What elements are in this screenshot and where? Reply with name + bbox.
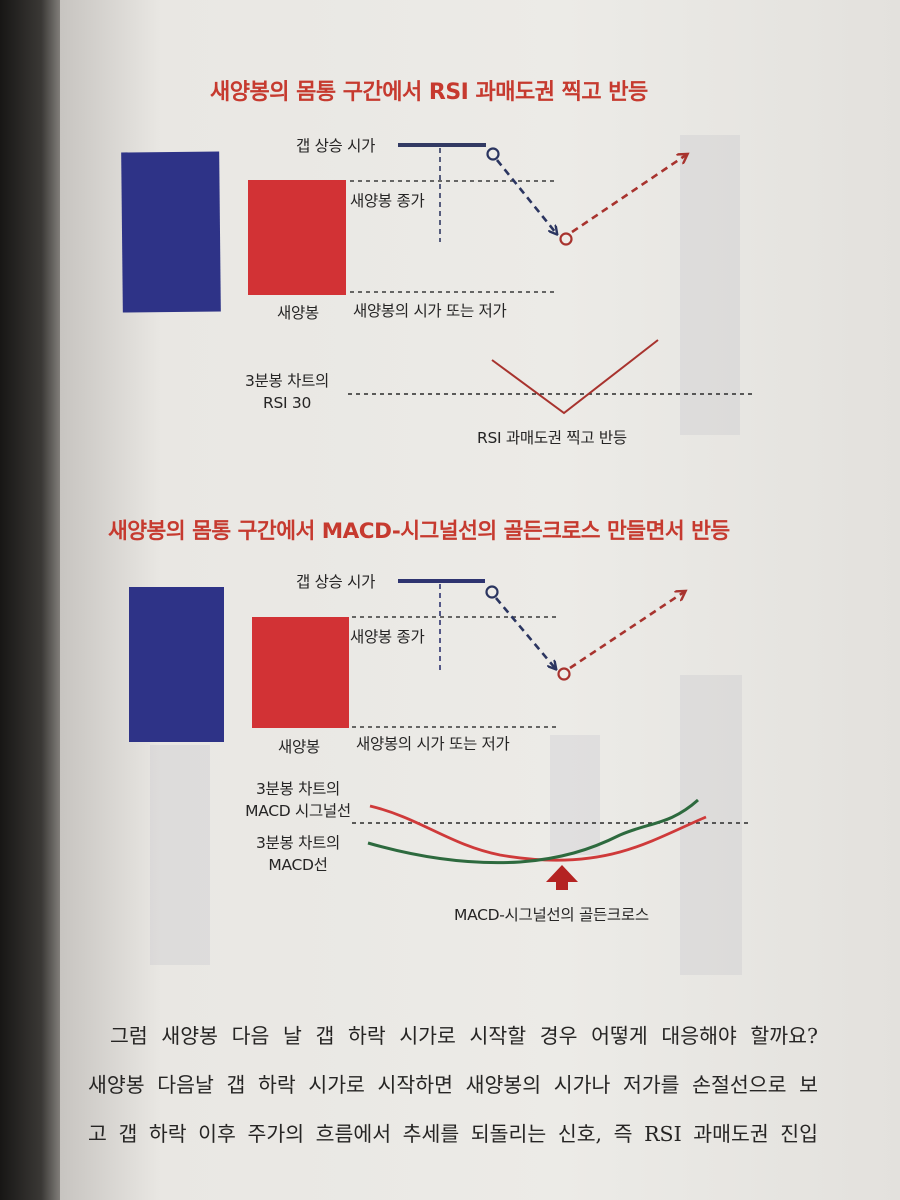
rsi-30-label: 3분봉 차트의 RSI 30 bbox=[245, 372, 329, 412]
gap-open-point bbox=[486, 147, 500, 161]
rebound-low-point bbox=[559, 232, 573, 246]
candle-label: 새양봉 bbox=[278, 738, 320, 756]
decline-arrow bbox=[495, 597, 555, 668]
golden-cross-label: MACD-시그널선의 골든크로스 bbox=[454, 906, 649, 924]
bleed-through-shape bbox=[550, 735, 600, 855]
figure2-title: 새양봉의 몸통 구간에서 MACD-시그널선의 골든크로스 만들면서 반등 bbox=[108, 519, 730, 544]
macd-line bbox=[367, 798, 699, 865]
gap-open-point bbox=[485, 585, 499, 599]
candle-label: 새양봉 bbox=[277, 304, 319, 322]
bleed-through-shape bbox=[150, 745, 210, 965]
open-low-label: 새양봉의 시가 또는 저가 bbox=[353, 302, 507, 320]
macd-signal-line-label: 3분봉 차트의 MACD 시그널선 bbox=[245, 780, 351, 820]
gap-up-open-label: 갭 상승 시가 bbox=[296, 137, 376, 155]
bleed-through-shape bbox=[680, 135, 740, 435]
rebound-arrow bbox=[571, 155, 686, 234]
figure1-title: 새양봉의 몸통 구간에서 RSI 과매도권 찍고 반등 bbox=[210, 80, 648, 105]
new-red-candle bbox=[248, 180, 346, 295]
macd-line-label: 3분봉 차트의 MACD선 bbox=[256, 834, 340, 874]
gap-up-open-label: 갭 상승 시가 bbox=[296, 573, 376, 591]
open-low-label: 새양봉의 시가 또는 저가 bbox=[356, 735, 510, 753]
previous-blue-candle bbox=[129, 587, 224, 742]
body-text: 그럼 새양봉 다음 날 갭 하락 시가로 시작할 경우 어떻게 대응해야 할까요… bbox=[88, 1012, 818, 1159]
rebound-arrow bbox=[569, 592, 684, 670]
golden-cross-arrow-icon bbox=[546, 865, 578, 890]
macd-signal-line bbox=[369, 804, 707, 862]
previous-blue-candle bbox=[121, 151, 221, 313]
body-line: 그럼 새양봉 다음 날 갭 하락 시가로 시작할 경우 어떻게 대응해야 할까요… bbox=[110, 1024, 818, 1048]
rebound-low-point bbox=[557, 667, 571, 681]
new-red-candle bbox=[252, 617, 349, 728]
close-label: 새양봉 종가 bbox=[350, 192, 425, 210]
body-line: 고 갭 하락 이후 주가의 흐름에서 추세를 되돌리는 신호, 즉 RSI 과매… bbox=[88, 1122, 818, 1146]
rsi-v-line bbox=[491, 339, 659, 415]
close-label: 새양봉 종가 bbox=[350, 628, 425, 646]
decline-arrow bbox=[495, 159, 556, 233]
rsi-rebound-label: RSI 과매도권 찍고 반등 bbox=[477, 429, 627, 447]
body-line: 새양봉 다음날 갭 하락 시가로 시작하면 새양봉의 시가나 저가를 손절선으로… bbox=[88, 1073, 818, 1097]
